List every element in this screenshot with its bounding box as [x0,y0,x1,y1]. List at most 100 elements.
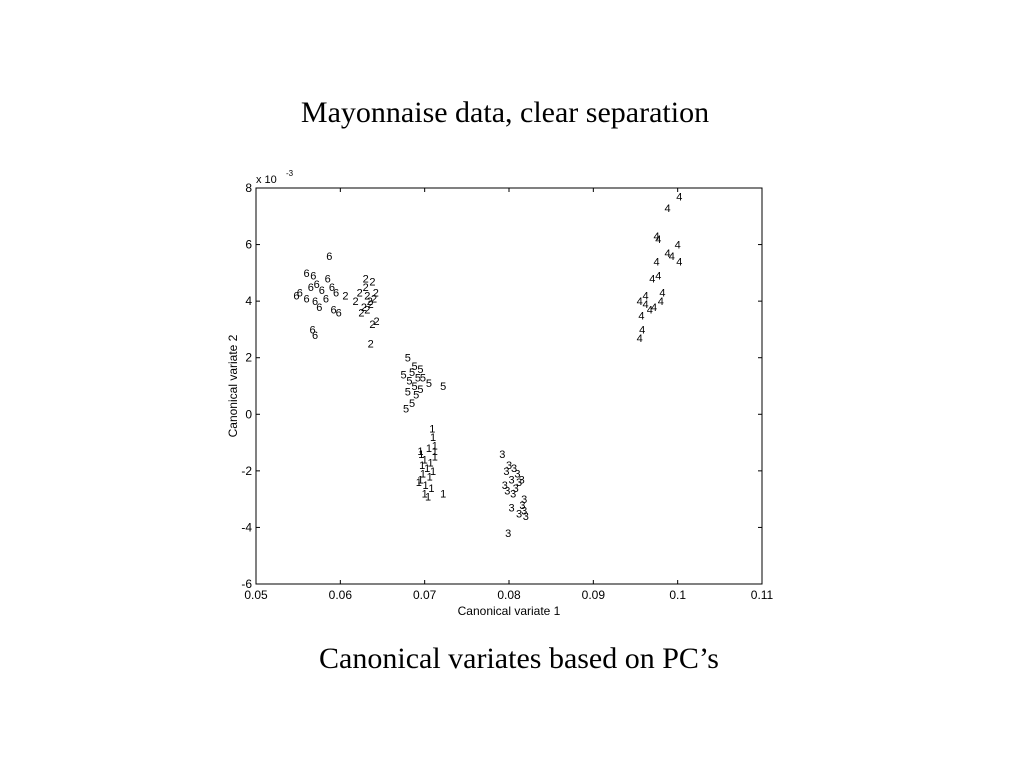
data-point-group-4: 4 [654,257,660,269]
data-point-group-2: 2 [357,288,363,300]
data-point-group-5: 5 [417,384,423,396]
data-point-group-2: 2 [374,316,380,328]
y-tick-label: -4 [241,520,252,534]
data-point-group-1: 1 [429,423,435,435]
x-tick-label: 0.11 [751,588,774,602]
data-point-group-3: 3 [516,477,522,489]
data-point-group-1: 1 [422,480,428,492]
data-point-group-3: 3 [503,466,509,478]
data-point-group-1: 1 [430,466,436,478]
data-point-group-6: 6 [326,251,332,263]
data-point-group-4: 4 [676,191,682,203]
data-point-group-5: 5 [409,367,415,379]
y-tick-label: -6 [241,577,252,591]
data-point-group-6: 6 [333,288,339,300]
data-point-group-1: 1 [432,446,438,458]
data-point-group-3: 3 [511,463,517,475]
data-point-group-3: 3 [508,474,514,486]
data-point-group-4: 4 [643,299,649,311]
data-point-group-2: 2 [368,299,374,311]
data-point-group-6: 6 [312,296,318,308]
data-point-group-1: 1 [432,452,438,464]
data-point-group-3: 3 [504,486,510,498]
y-axis-multiplier-exponent: -3 [286,169,294,178]
data-point-group-5: 5 [426,378,432,390]
data-point-group-6: 6 [297,288,303,300]
data-point-group-3: 3 [510,488,516,500]
data-point-group-1: 1 [426,443,432,455]
data-point-group-6: 6 [293,290,299,302]
data-point-group-3: 3 [521,494,527,506]
data-point-group-4: 4 [637,333,643,345]
data-point-group-6: 6 [309,324,315,336]
data-point-group-2: 2 [358,307,364,319]
data-point-group-2: 2 [364,305,370,317]
data-point-group-2: 2 [371,293,377,305]
data-point-group-3: 3 [516,508,522,520]
data-point-group-2: 2 [367,296,373,308]
data-point-group-6: 6 [316,302,322,314]
x-axis-label: Canonical variate 1 [458,604,561,618]
y-axis: -6 -4 -2 0 2 4 6 8 [241,181,762,591]
data-point-group-5: 5 [403,404,409,416]
data-point-group-1: 1 [416,477,422,489]
data-point-group-4: 4 [658,296,664,308]
y-tick-label: 4 [245,294,252,308]
data-point-group-4: 4 [638,310,644,322]
data-point-group-1: 1 [432,440,438,452]
data-point-group-3: 3 [502,480,508,492]
data-point-group-4: 4 [676,257,682,269]
data-point-group-5: 5 [405,353,411,365]
data-point-group-1: 1 [422,488,428,500]
data-point-group-2: 2 [364,290,370,302]
data-point-group-5: 5 [417,364,423,376]
data-point-group-6: 6 [312,330,318,342]
data-point-group-2: 2 [361,302,367,314]
data-point-group-1: 1 [430,432,436,444]
data-point-group-2: 2 [363,282,369,294]
data-point-group-4: 4 [651,302,657,314]
data-point-group-1: 1 [417,446,423,458]
data-point-group-5: 5 [405,387,411,399]
data-point-group-4: 4 [659,288,665,300]
data-point-group-6: 6 [304,293,310,305]
data-point-group-3: 3 [506,460,512,472]
data-point-group-6: 6 [314,279,320,291]
data-point-group-1: 1 [427,472,433,484]
data-point-group-4: 4 [654,231,660,243]
data-point-group-3: 3 [519,474,525,486]
data-point-group-3: 3 [508,503,514,515]
slide-caption: Canonical variates based on PC’s [319,642,719,675]
x-tick-label: 0.07 [413,588,437,602]
slide-title: Mayonnaise data, clear separation [300,96,710,129]
data-point-group-3: 3 [523,511,529,523]
data-point-group-3: 3 [514,469,520,481]
data-point-group-5: 5 [411,361,417,373]
data-point-group-1: 1 [419,460,425,472]
data-point-group-4: 4 [647,305,653,317]
data-point-group-2: 2 [368,339,374,351]
data-point-group-4: 4 [643,290,649,302]
data-point-group-4: 4 [639,324,645,336]
x-tick-label: 0.05 [244,588,268,602]
data-point-group-5: 5 [420,373,426,385]
data-point-group-4: 4 [664,248,670,260]
data-point-group-4: 4 [664,203,670,215]
data-point-group-1: 1 [422,455,428,467]
data-point-group-5: 5 [401,370,407,382]
data-point-group-4: 4 [649,274,655,286]
data-point-group-5: 5 [415,373,421,385]
data-point-group-5: 5 [413,389,419,401]
y-tick-label: 0 [245,407,252,421]
data-point-group-1: 1 [424,463,430,475]
plot-frame [255,187,763,585]
data-point-group-6: 6 [336,307,342,319]
data-point-group-1: 1 [428,483,434,495]
data-point-group-1: 1 [425,491,431,503]
y-tick-label: 2 [245,351,252,365]
y-tick-label: -2 [241,464,252,478]
data-point-group-2: 2 [342,290,348,302]
data-point-group-1: 1 [440,488,446,500]
x-axis: 0.05 0.06 0.07 0.08 0.09 0.1 0.11 [244,188,774,602]
